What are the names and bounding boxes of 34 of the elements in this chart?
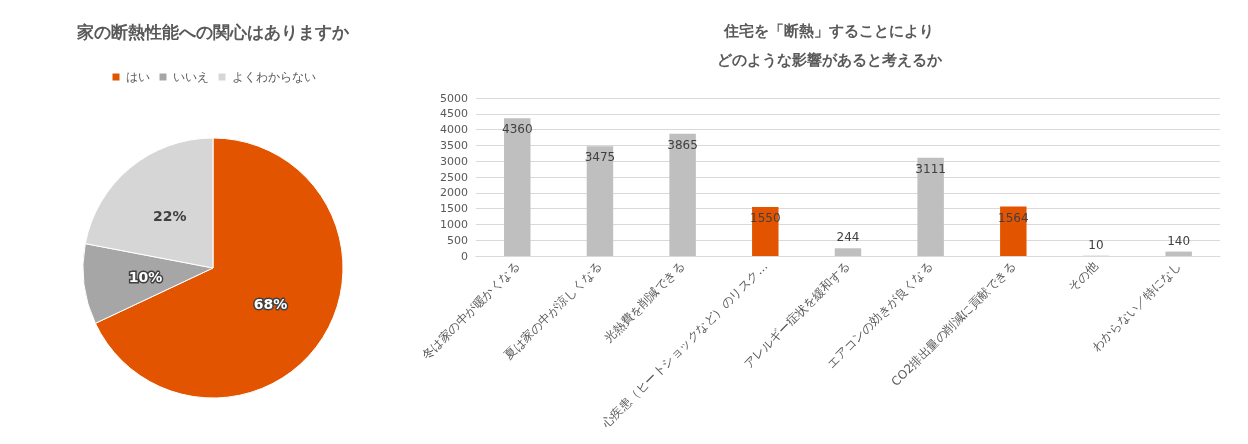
data-label: 3475: [584, 150, 616, 165]
y-tick-label: 2500: [439, 170, 468, 184]
x-tick-label: その他: [1065, 259, 1101, 295]
y-tick-label: 0: [460, 249, 468, 263]
data-label: 10: [1088, 237, 1104, 252]
y-tick-label: 1500: [439, 202, 468, 216]
chart-title: 家の断熱性能への関心はありますか: [76, 21, 350, 42]
y-tick-label: 1000: [439, 217, 468, 231]
y-tick-label: 500: [446, 233, 468, 247]
data-label: 3111: [915, 161, 946, 176]
y-tick-label: 3500: [439, 138, 468, 152]
y-tick-label: 4000: [439, 123, 468, 137]
y-tick-label: 2000: [439, 186, 468, 200]
chart-title: 住宅を「断熱」することにより: [723, 21, 934, 40]
data-label: 244: [836, 230, 860, 245]
legend-label: はい: [125, 70, 150, 84]
data-label: 22%: [152, 207, 187, 224]
legend-label: いいえ: [172, 70, 209, 84]
bar: [669, 133, 696, 256]
bar: [504, 118, 531, 256]
bar: [1165, 251, 1192, 256]
legend-label: よくわからない: [231, 70, 316, 84]
y-tick-label: 5000: [439, 91, 468, 105]
data-label: 3865: [667, 137, 698, 152]
y-tick-label: 4500: [439, 107, 468, 121]
data-label: 10%: [128, 268, 163, 285]
bar: [586, 146, 614, 256]
bar: [834, 248, 862, 256]
bar: [917, 157, 944, 256]
data-label: 4360: [501, 122, 533, 137]
y-tick-label: 3000: [439, 154, 468, 168]
data-label: 140: [1167, 233, 1191, 248]
data-label: 68%: [253, 296, 288, 313]
chart-subtitle: どのような影響があると考えるか: [716, 50, 943, 69]
